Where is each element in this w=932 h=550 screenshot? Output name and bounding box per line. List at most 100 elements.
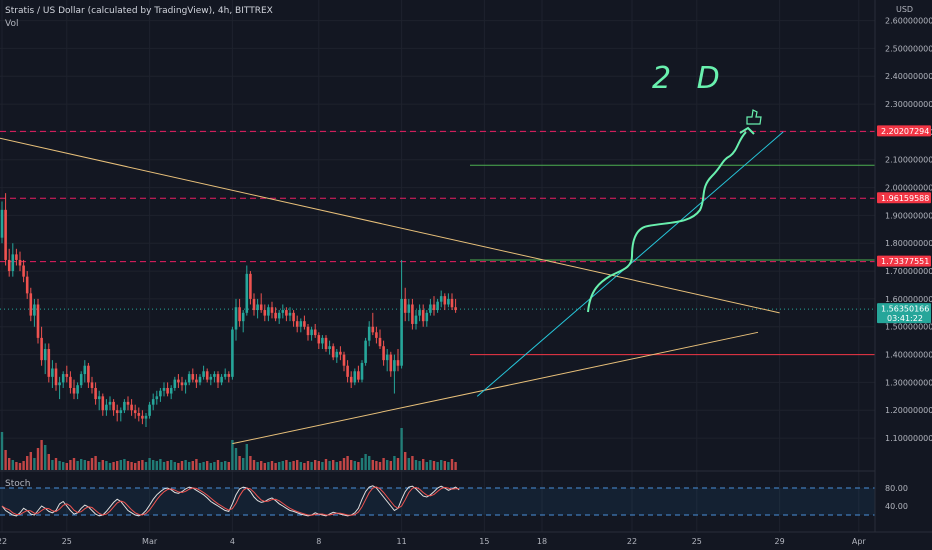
candle-body	[11, 254, 15, 272]
candle-body	[353, 371, 357, 383]
symbol-legend[interactable]: Stratis / US Dollar (calculated by Tradi…	[5, 6, 273, 16]
candle-body	[436, 301, 439, 311]
volume-bar	[58, 461, 61, 470]
volume-bar	[256, 462, 259, 470]
candle-body	[396, 360, 400, 366]
volume-bar	[11, 460, 14, 470]
price-tick-label: 1.70000000	[885, 267, 932, 276]
candle-body	[443, 296, 447, 305]
volume-bar	[252, 460, 256, 470]
candle-body	[310, 329, 313, 336]
volume-bar	[317, 461, 320, 470]
candle-body	[411, 304, 414, 324]
candle-body	[126, 401, 130, 405]
volume-bar	[220, 462, 223, 470]
volume-bar	[8, 458, 11, 470]
candle-body	[382, 346, 385, 361]
stoch-legend[interactable]: Stoch	[5, 479, 31, 489]
candle-body	[223, 374, 227, 377]
candle-body	[292, 312, 295, 322]
volume-bar	[180, 461, 184, 470]
currency-label: USD	[896, 5, 913, 14]
volume-bar	[22, 461, 25, 470]
candle-body	[357, 371, 360, 380]
volume-bar	[328, 461, 331, 470]
candle-body	[421, 310, 425, 322]
volume-bar	[440, 460, 443, 470]
candle-body	[295, 321, 299, 327]
candle-body	[385, 354, 389, 361]
candle-body	[400, 298, 403, 366]
volume-bar	[54, 458, 58, 470]
volume-bar	[238, 456, 241, 470]
volume-bar	[227, 462, 230, 470]
price-tick-label: 1.40000000	[885, 351, 932, 360]
volume-bar	[270, 461, 274, 470]
candle-body	[303, 321, 306, 327]
candle-body	[151, 399, 155, 405]
volume-bar	[108, 463, 112, 470]
volume-bar	[0, 432, 4, 470]
candle-body	[375, 332, 378, 338]
volume-bar	[378, 462, 382, 470]
volume-bar	[116, 461, 119, 470]
volume-bar	[285, 460, 288, 470]
volume-bar	[310, 462, 313, 470]
volume-bar	[159, 459, 162, 470]
candle-body	[83, 365, 87, 375]
price-tick-label: 1.60000000	[885, 295, 932, 304]
volume-bar	[195, 459, 198, 470]
trendline	[232, 331, 759, 445]
candle-body	[285, 310, 288, 316]
candle-body	[202, 371, 205, 377]
candle-body	[144, 415, 148, 419]
candle-body	[97, 396, 101, 400]
thumbs-up-icon	[746, 109, 762, 125]
time-axis[interactable]: 22 25 Mar 4 8 11 15 18 22 25 29 Apr	[0, 531, 932, 546]
candle-body	[69, 376, 72, 388]
volume-bar	[288, 462, 292, 470]
volume-bar	[436, 462, 439, 470]
time-tick-label: 15	[479, 537, 489, 546]
price-axis[interactable]: 2.60000000 2.50000000 2.40000000 2.30000000…	[874, 0, 932, 550]
volume-bar	[72, 458, 76, 470]
volume-bar	[296, 460, 299, 470]
volume-bar	[267, 462, 270, 470]
candle-body	[249, 273, 252, 299]
stoch-tick-label: 80.00	[885, 484, 908, 493]
candle-body	[123, 401, 126, 411]
stoch-d-line	[1, 486, 460, 516]
candle-body	[378, 337, 382, 347]
volume-bar	[51, 460, 54, 470]
price-tag	[877, 125, 931, 137]
projection-arrowhead	[739, 126, 755, 135]
candle-body	[112, 401, 115, 411]
volume-legend[interactable]: Vol	[5, 19, 19, 29]
candle-body	[33, 304, 36, 316]
candle-body	[259, 304, 263, 311]
volume-bar	[314, 460, 317, 470]
time-tick-label: 29	[775, 537, 785, 546]
candle-body	[155, 396, 159, 400]
candle-body	[148, 404, 151, 416]
candle-body	[277, 312, 281, 319]
candle-body	[205, 371, 209, 380]
candle-body	[213, 374, 216, 377]
candle-body	[22, 265, 25, 277]
price-tick-label: 2.30000000	[885, 100, 932, 109]
volume-bar	[263, 463, 266, 470]
candle-body	[29, 293, 33, 316]
volume-bar	[94, 456, 97, 470]
candle-body	[393, 360, 396, 372]
volume-bar	[177, 463, 180, 470]
price-tick-label: 1.10000000	[885, 434, 932, 443]
time-tick-label: Mar	[142, 537, 158, 546]
volume-bar	[191, 461, 194, 470]
candle-body	[36, 304, 40, 338]
candle-body	[432, 304, 436, 311]
volume-bar	[292, 461, 295, 470]
projection-squiggle	[587, 131, 747, 313]
volume-bar	[418, 461, 421, 470]
volume-bar	[332, 460, 335, 470]
